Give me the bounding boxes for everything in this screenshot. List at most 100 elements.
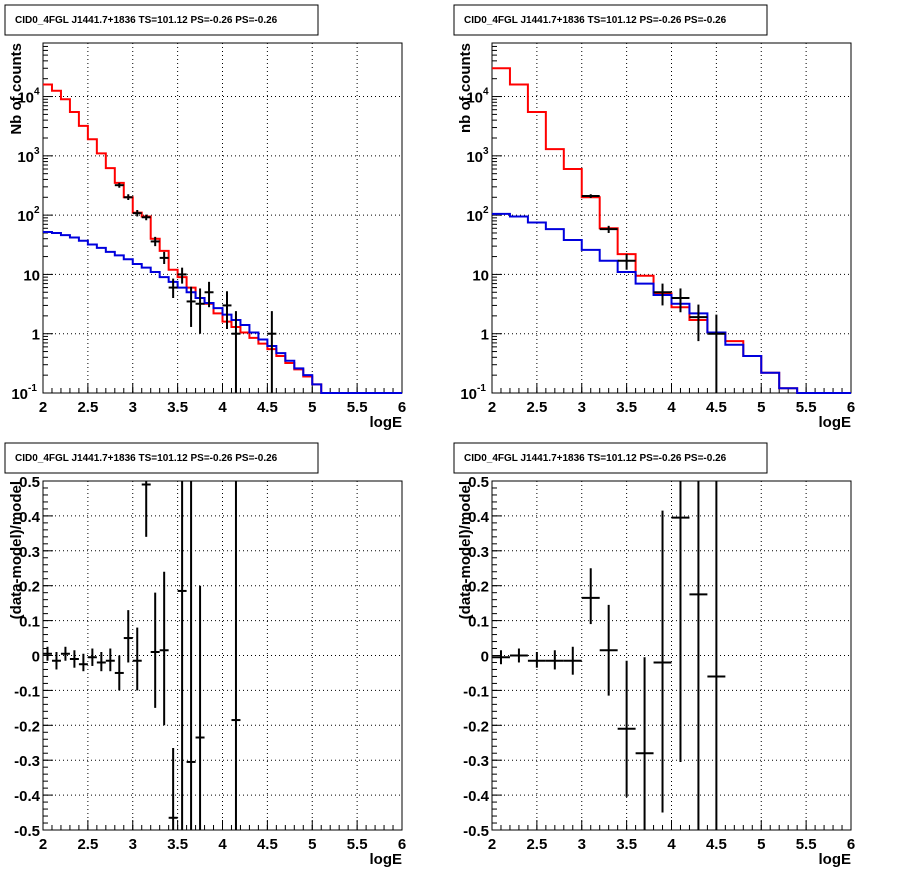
y-tick-label: 0.3 bbox=[19, 544, 40, 561]
x-tick-label: 2 bbox=[488, 399, 496, 416]
y-axis-title: Nb of counts bbox=[8, 43, 25, 135]
y-tick-label: 0.4 bbox=[19, 509, 41, 526]
x-tick-label: 2.5 bbox=[77, 836, 98, 853]
x-tick-label: 2.5 bbox=[526, 836, 547, 853]
x-tick-label: 2 bbox=[488, 836, 496, 853]
y-tick-label: -0.3 bbox=[463, 753, 489, 770]
y-tick-label: 0.1 bbox=[19, 614, 40, 631]
y-tick-label: -0.2 bbox=[14, 718, 40, 735]
y-tick-label-base: 10 bbox=[17, 208, 34, 225]
x-tick-label: 5.5 bbox=[347, 399, 368, 416]
y-tick-label: 0.2 bbox=[468, 579, 489, 596]
x-tick-label: 4.5 bbox=[257, 399, 278, 416]
y-tick-label-base: 10 bbox=[23, 267, 40, 284]
chart-title: CID0_4FGL J1441.7+1836 TS=101.12 PS=-0.2… bbox=[464, 453, 727, 464]
y-tick-label: 0.5 bbox=[19, 474, 40, 491]
x-tick-label: 2.5 bbox=[526, 399, 547, 416]
x-tick-label: 3.5 bbox=[167, 399, 188, 416]
y-tick-label-base: 10 bbox=[11, 386, 28, 403]
x-tick-label: 3 bbox=[129, 836, 137, 853]
y-tick-label: -0.5 bbox=[14, 823, 40, 840]
x-tick-label: 2 bbox=[39, 399, 47, 416]
y-tick-label: 0 bbox=[32, 649, 40, 666]
chart-title: CID0_4FGL J1441.7+1836 TS=101.12 PS=-0.2… bbox=[464, 15, 727, 26]
x-tick-label: 6 bbox=[398, 836, 406, 853]
title-box bbox=[4, 442, 319, 474]
x-tick-label: 4 bbox=[667, 399, 676, 416]
y-tick-label: -0.5 bbox=[463, 823, 489, 840]
source-model-histogram bbox=[492, 212, 851, 394]
title-box bbox=[453, 4, 768, 36]
x-tick-label: 5 bbox=[308, 399, 316, 416]
residual-panel-right: 2 2.5 3 3.5 4 4.5 5 5.5 6 -0.5 -0.4 -0.3 -0.2 -0.1 0 0.… bbox=[453, 442, 855, 868]
x-tick-label: 3.5 bbox=[167, 836, 188, 853]
y-tick-label-exponent: 2 bbox=[34, 205, 40, 216]
y-tick-label: 0 bbox=[481, 649, 489, 666]
x-tick-label: 3 bbox=[578, 836, 586, 853]
residual-panel-left: 2 2.5 3 3.5 4 4.5 5 5.5 6 -0.5 -0.4 -0.3 -0.2 -0.1 0 0.… bbox=[4, 442, 406, 868]
y-tick-label: -0.1 bbox=[14, 683, 40, 700]
y-tick-label-exponent: 2 bbox=[483, 205, 489, 216]
y-tick-label-base: 10 bbox=[466, 208, 483, 225]
title-box bbox=[453, 442, 768, 474]
y-tick-label-exponent: -1 bbox=[28, 383, 37, 394]
y-tick-label-base: 1 bbox=[32, 327, 40, 344]
y-tick-label-base: 10 bbox=[466, 149, 483, 166]
y-tick-label-exponent: 4 bbox=[483, 87, 489, 98]
y-tick-label-exponent: 3 bbox=[34, 146, 40, 157]
source-model-histogram bbox=[43, 230, 402, 394]
y-axis-title: nb of counts bbox=[457, 43, 474, 133]
x-axis-title: logE bbox=[819, 851, 852, 868]
y-tick-label: -0.1 bbox=[463, 683, 489, 700]
y-axis-title: (data-model)/model bbox=[8, 481, 25, 619]
x-tick-label: 4 bbox=[667, 836, 676, 853]
y-tick-label: 0.2 bbox=[19, 579, 40, 596]
y-tick-label-base: 10 bbox=[17, 90, 34, 107]
y-tick-label: 0.4 bbox=[468, 509, 490, 526]
x-tick-label: 4.5 bbox=[706, 836, 727, 853]
x-tick-label: 5 bbox=[757, 399, 765, 416]
x-tick-label: 4.5 bbox=[706, 399, 727, 416]
x-tick-label: 3 bbox=[129, 399, 137, 416]
y-tick-label: 0.5 bbox=[468, 474, 489, 491]
y-tick-label: 0.3 bbox=[468, 544, 489, 561]
y-tick-label-exponent: 3 bbox=[483, 146, 489, 157]
y-axis-title: (data-model)/model bbox=[457, 481, 474, 619]
x-axis-title: logE bbox=[370, 414, 403, 431]
x-tick-label: 5.5 bbox=[796, 836, 817, 853]
x-tick-label: 5.5 bbox=[347, 836, 368, 853]
x-axis-title: logE bbox=[819, 414, 852, 431]
y-tick-label-base: 10 bbox=[460, 386, 477, 403]
x-tick-label: 5 bbox=[757, 836, 765, 853]
y-tick-label-exponent: -1 bbox=[477, 383, 486, 394]
x-tick-label: 3.5 bbox=[616, 399, 637, 416]
total-model-histogram bbox=[492, 67, 851, 394]
x-tick-label: 5 bbox=[308, 836, 316, 853]
x-tick-label: 2 bbox=[39, 836, 47, 853]
x-tick-label: 6 bbox=[847, 836, 855, 853]
y-tick-label-base: 10 bbox=[472, 267, 489, 284]
x-tick-label: 5.5 bbox=[796, 399, 817, 416]
total-model-histogram bbox=[43, 83, 402, 394]
chart-title: CID0_4FGL J1441.7+1836 TS=101.12 PS=-0.2… bbox=[15, 453, 278, 464]
y-tick-label: -0.4 bbox=[463, 788, 490, 805]
x-tick-label: 2.5 bbox=[77, 399, 98, 416]
y-tick-label-base: 10 bbox=[466, 90, 483, 107]
y-tick-label-exponent: 4 bbox=[34, 87, 40, 98]
x-tick-label: 6 bbox=[847, 399, 855, 416]
x-tick-label: 3 bbox=[578, 399, 586, 416]
x-tick-label: 4 bbox=[218, 836, 227, 853]
y-tick-label: -0.3 bbox=[14, 753, 40, 770]
title-box bbox=[4, 4, 319, 36]
x-tick-label: 6 bbox=[398, 399, 406, 416]
x-tick-label: 4.5 bbox=[257, 836, 278, 853]
chart-title: CID0_4FGL J1441.7+1836 TS=101.12 PS=-0.2… bbox=[15, 15, 278, 26]
y-tick-label-base: 1 bbox=[481, 327, 489, 344]
y-tick-label: 0.1 bbox=[468, 614, 489, 631]
y-tick-label: -0.2 bbox=[463, 718, 489, 735]
x-axis-title: logE bbox=[370, 851, 403, 868]
y-tick-label: -0.4 bbox=[14, 788, 41, 805]
